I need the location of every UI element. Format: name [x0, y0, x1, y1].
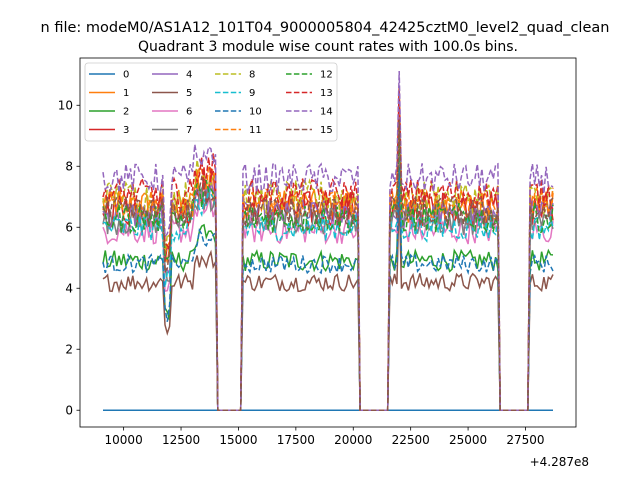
legend-label-14: 14 [320, 107, 333, 118]
legend-label-11: 11 [249, 125, 262, 136]
legend-label-12: 12 [320, 70, 333, 81]
legend-label-6: 6 [186, 107, 192, 118]
legend-label-5: 5 [186, 88, 192, 99]
series-line-15 [102, 119, 554, 411]
x-tick-label: 25000 [449, 433, 487, 447]
figure-suptitle: n file: modeM0/AS1A12_101T04_9000005804_… [41, 20, 610, 36]
y-tick-label: 6 [65, 221, 73, 235]
series-line-5 [102, 195, 554, 411]
axes-ticks: 10000 12500 15000 17500 20000 22500 25000 27500… [58, 99, 545, 447]
series-line-8 [102, 85, 554, 411]
series-line-14 [102, 70, 554, 411]
y-tick-label: 10 [58, 99, 73, 113]
x-tick-label: 27500 [506, 433, 544, 447]
x-tick-label: 20000 [334, 433, 372, 447]
y-tick-label: 0 [65, 404, 73, 418]
series-line-13 [102, 88, 554, 411]
x-tick-label: 15000 [219, 433, 257, 447]
axes-frame [79, 57, 577, 428]
legend-label-8: 8 [249, 70, 255, 81]
x-tick-label: 12500 [162, 433, 200, 447]
series-line-11 [102, 96, 554, 411]
y-tick-label: 8 [65, 160, 73, 174]
x-tick-label: 10000 [105, 433, 143, 447]
x-tick-label: 22500 [392, 433, 430, 447]
legend-label-7: 7 [186, 125, 192, 136]
legend-label-9: 9 [249, 88, 255, 99]
chart-title: Quadrant 3 module wise count rates with … [138, 39, 518, 55]
legend-label-13: 13 [320, 88, 333, 99]
x-tick-label: 17500 [277, 433, 315, 447]
plot-lines [102, 70, 554, 411]
y-tick-label: 4 [65, 282, 73, 296]
legend-label-0: 0 [123, 70, 129, 81]
series-line-10 [102, 167, 554, 411]
legend-label-2: 2 [123, 107, 129, 118]
legend-label-10: 10 [249, 107, 262, 118]
y-tick-label: 2 [65, 343, 73, 357]
series-line-9 [102, 121, 554, 411]
x-offset-label: +4.287e8 [530, 455, 589, 469]
legend-label-3: 3 [123, 125, 129, 136]
legend-label-4: 4 [186, 70, 192, 81]
legend-box [84, 62, 338, 142]
series-line-12 [102, 128, 554, 411]
series-line-2 [102, 155, 554, 411]
legend-label-1: 1 [123, 88, 129, 99]
legend-label-15: 15 [320, 125, 333, 136]
